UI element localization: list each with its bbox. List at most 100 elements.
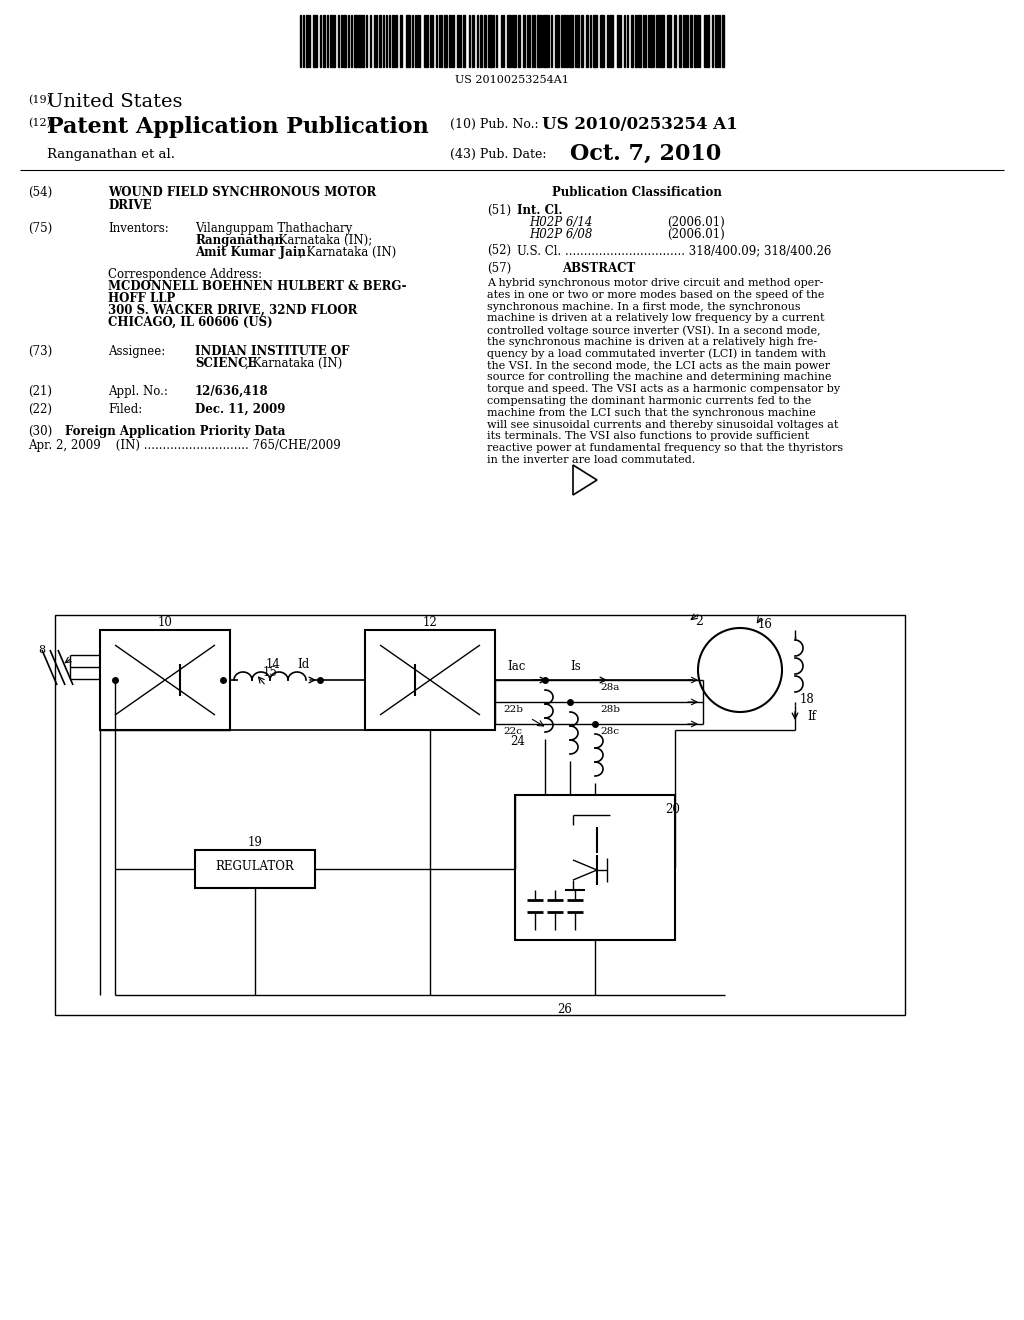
Bar	[463, 15, 465, 67]
Text: Vilanguppam Thathachary: Vilanguppam Thathachary	[195, 222, 352, 235]
Bar	[330, 15, 332, 67]
Text: US 20100253254A1: US 20100253254A1	[455, 75, 569, 84]
Text: the synchronous machine is driven at a relatively high fre-: the synchronous machine is driven at a r…	[487, 337, 817, 347]
Text: (73): (73)	[28, 345, 52, 358]
Bar	[674, 15, 676, 67]
Text: 12: 12	[423, 616, 437, 630]
Text: REGULATOR: REGULATOR	[216, 861, 294, 873]
Text: (12): (12)	[28, 117, 51, 128]
Text: Foreign Application Priority Data: Foreign Application Priority Data	[65, 425, 286, 438]
Text: Amit Kumar Jain: Amit Kumar Jain	[195, 246, 306, 259]
Text: (52): (52)	[487, 244, 511, 257]
Text: H02P 6/14: H02P 6/14	[529, 216, 592, 228]
Text: Iac: Iac	[507, 660, 525, 673]
Bar	[593, 15, 597, 67]
Bar	[581, 15, 583, 67]
Text: Dec. 11, 2009: Dec. 11, 2009	[195, 403, 286, 416]
Text: Oct. 7, 2010: Oct. 7, 2010	[570, 143, 721, 165]
Text: INDIAN INSTITUTE OF: INDIAN INSTITUTE OF	[195, 345, 349, 358]
Circle shape	[698, 628, 782, 711]
Bar	[662, 15, 664, 67]
Text: 22c: 22c	[503, 727, 522, 737]
Text: 300 S. WACKER DRIVE, 32ND FLOOR: 300 S. WACKER DRIVE, 32ND FLOOR	[108, 304, 357, 317]
Bar	[362, 15, 364, 67]
Text: will see sinusoidal currents and thereby sinusoidal voltages at: will see sinusoidal currents and thereby…	[487, 420, 839, 429]
Bar	[515, 795, 675, 940]
Text: 12/636,418: 12/636,418	[195, 385, 268, 399]
Text: Assignee:: Assignee:	[108, 345, 165, 358]
Bar	[395, 15, 397, 67]
Bar	[638, 15, 641, 67]
Text: machine is driven at a relatively low frequency by a current: machine is driven at a relatively low fr…	[487, 313, 824, 323]
Text: (75): (75)	[28, 222, 52, 235]
Text: WOUND FIELD SYNCHRONOUS MOTOR: WOUND FIELD SYNCHRONOUS MOTOR	[108, 186, 376, 199]
Bar	[507, 15, 510, 67]
Bar	[55, 615, 905, 1015]
Bar	[358, 15, 361, 67]
Text: ates in one or two or more modes based on the speed of the: ates in one or two or more modes based o…	[487, 290, 824, 300]
Text: 19: 19	[248, 836, 262, 849]
Bar	[543, 15, 547, 67]
Bar	[323, 15, 325, 67]
Bar	[457, 15, 459, 67]
Text: 24: 24	[510, 735, 525, 748]
Text: (54): (54)	[28, 186, 52, 199]
Text: 14: 14	[265, 657, 281, 671]
Text: machine from the LCI such that the synchronous machine: machine from the LCI such that the synch…	[487, 408, 816, 418]
Bar	[100, 630, 230, 730]
Bar	[513, 15, 516, 67]
Text: 10: 10	[158, 616, 172, 630]
Text: Patent Application Publication: Patent Application Publication	[47, 116, 429, 139]
Text: (10) Pub. No.:: (10) Pub. No.:	[450, 117, 539, 131]
Text: (43) Pub. Date:: (43) Pub. Date:	[450, 148, 547, 161]
Text: 8: 8	[38, 645, 45, 655]
Text: (57): (57)	[487, 261, 511, 275]
Text: (2006.01): (2006.01)	[667, 228, 725, 242]
Bar	[617, 15, 618, 67]
Bar	[600, 15, 604, 67]
Bar	[365, 630, 495, 730]
Text: Ranganathan: Ranganathan	[195, 234, 283, 247]
Text: H02P 6/08: H02P 6/08	[529, 228, 592, 242]
Text: compensating the dominant harmonic currents fed to the: compensating the dominant harmonic curre…	[487, 396, 811, 407]
Text: 18: 18	[800, 693, 815, 706]
Bar	[313, 15, 317, 67]
Text: Appl. No.:: Appl. No.:	[108, 385, 168, 399]
Bar	[488, 15, 492, 67]
Bar	[566, 15, 568, 67]
Text: 26: 26	[557, 1003, 572, 1016]
Bar	[379, 15, 381, 67]
Bar	[694, 15, 696, 67]
Text: United States: United States	[47, 92, 182, 111]
Text: reactive power at fundamental frequency so that the thyristors: reactive power at fundamental frequency …	[487, 444, 843, 453]
Text: (19): (19)	[28, 95, 51, 106]
Text: US 2010/0253254 A1: US 2010/0253254 A1	[542, 116, 737, 133]
Text: If: If	[807, 710, 816, 723]
Bar	[563, 15, 565, 67]
Text: 22b: 22b	[503, 705, 523, 714]
Text: Publication Classification: Publication Classification	[552, 186, 722, 199]
Bar	[690, 15, 692, 67]
Text: quency by a load commutated inverter (LCI) in tandem with: quency by a load commutated inverter (LC…	[487, 348, 826, 359]
Text: ABSTRACT: ABSTRACT	[562, 261, 635, 275]
Text: , Karnataka (IN): , Karnataka (IN)	[245, 356, 342, 370]
Bar	[555, 15, 559, 67]
Bar	[586, 15, 588, 67]
Text: , Karnataka (IN): , Karnataka (IN)	[299, 246, 396, 259]
Bar	[484, 15, 486, 67]
Text: U.S. Cl. ................................ 318/400.09; 318/400.26: U.S. Cl. ...............................…	[517, 244, 831, 257]
Bar	[472, 15, 474, 67]
Bar	[518, 15, 520, 67]
Text: (30): (30)	[28, 425, 52, 438]
Bar	[426, 15, 428, 67]
Text: Apr. 2, 2009    (IN) ............................ 765/CHE/2009: Apr. 2, 2009 (IN) ......................…	[28, 440, 341, 451]
Text: CHICAGO, IL 60606 (US): CHICAGO, IL 60606 (US)	[108, 315, 272, 329]
Text: MCDONNELL BOEHNEN HULBERT & BERG-: MCDONNELL BOEHNEN HULBERT & BERG-	[108, 280, 407, 293]
Text: Id: Id	[297, 657, 309, 671]
Bar	[195, 850, 315, 888]
Text: , Karnataka (IN);: , Karnataka (IN);	[271, 234, 373, 247]
Bar	[406, 15, 410, 67]
Bar	[365, 630, 495, 730]
Text: 2: 2	[695, 615, 702, 628]
Text: torque and speed. The VSI acts as a harmonic compensator by: torque and speed. The VSI acts as a harm…	[487, 384, 840, 395]
